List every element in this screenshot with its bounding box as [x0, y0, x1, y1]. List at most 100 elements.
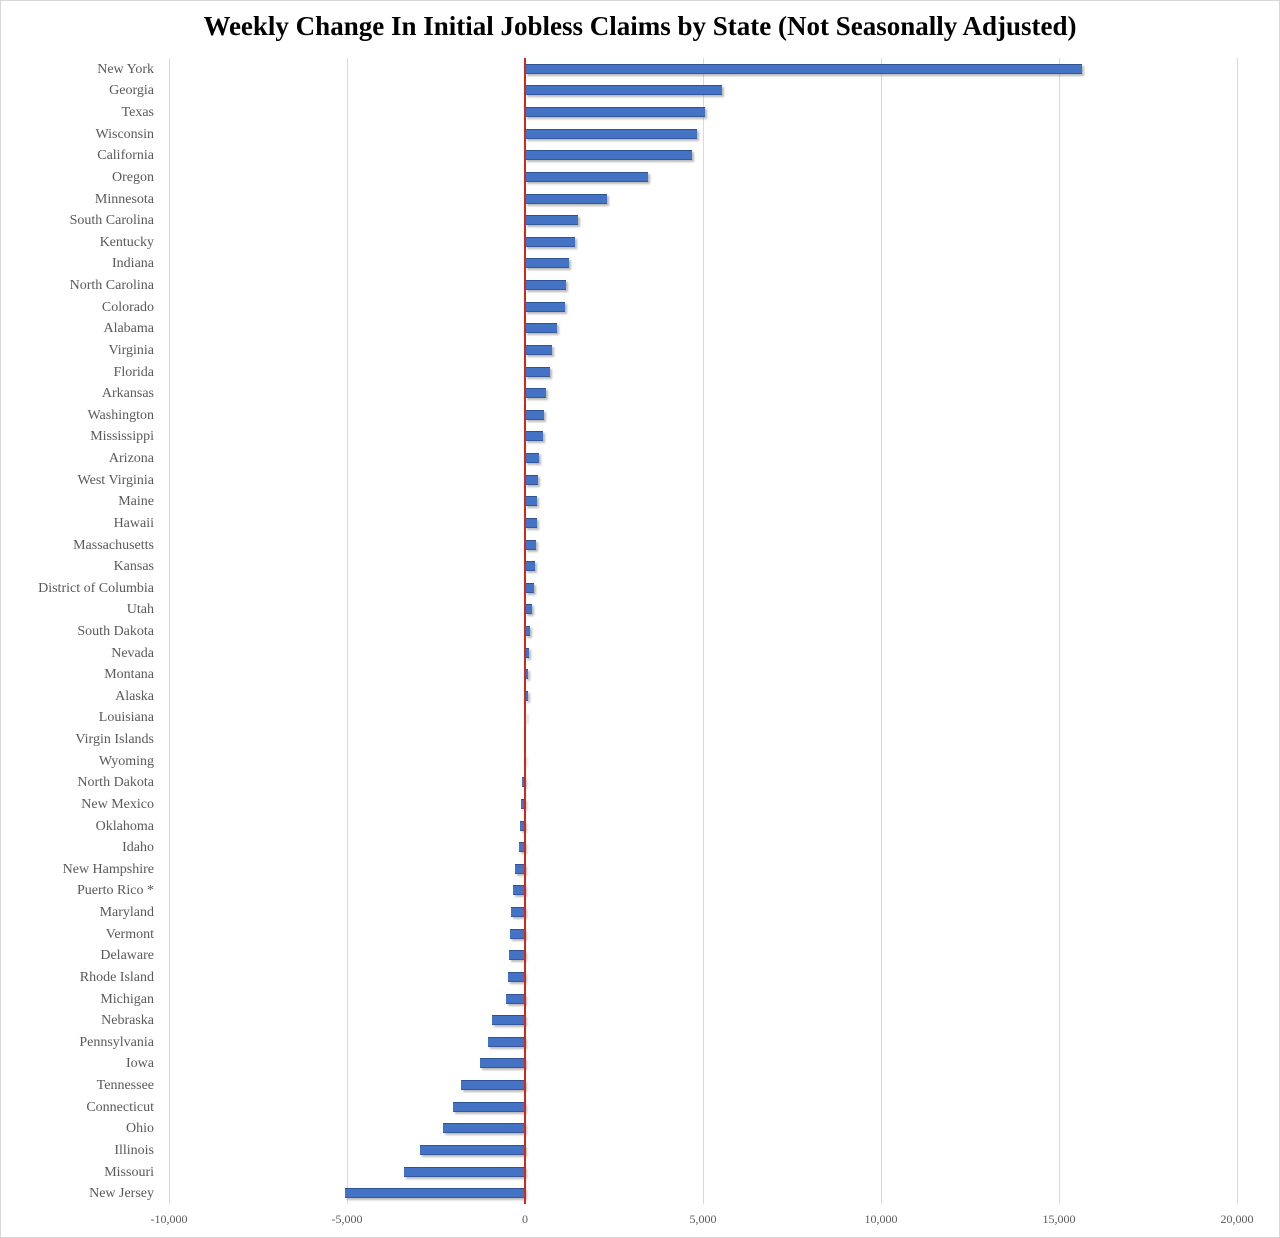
- y-axis-label: Colorado: [101, 299, 154, 315]
- bar-hawaii: [525, 517, 537, 528]
- x-axis-tick-label: 15,000: [1042, 1212, 1076, 1226]
- x-axis-tick-label: 0: [522, 1212, 528, 1226]
- bar-georgia: [525, 85, 722, 96]
- bar-south-dakota: [525, 626, 530, 636]
- bar-maine: [525, 496, 538, 507]
- bar-alaska: [525, 690, 528, 701]
- gridline-20000: [1236, 58, 1238, 1204]
- bar-indiana: [525, 258, 570, 269]
- y-axis-label: Tennessee: [96, 1078, 154, 1094]
- chart-title: Weekly Change In Initial Jobless Claims …: [203, 11, 1077, 41]
- bar-michigan: [506, 993, 525, 1004]
- bar-illinois: [419, 1144, 525, 1155]
- y-axis-label: Pennsylvania: [79, 1034, 154, 1050]
- bar-iowa: [479, 1058, 525, 1069]
- y-axis-label: Mississippi: [90, 429, 154, 445]
- bar-arizona: [525, 453, 540, 464]
- bar-new-jersey: [345, 1188, 525, 1199]
- y-axis-label: Utah: [126, 602, 154, 618]
- y-axis-label: West Virginia: [77, 472, 154, 488]
- y-axis-label: Indiana: [112, 256, 154, 272]
- y-axis-label: Virginia: [108, 342, 154, 358]
- y-axis-label: Delaware: [100, 948, 154, 964]
- y-axis-label: Vermont: [105, 926, 154, 942]
- y-axis-label: Maryland: [99, 905, 154, 921]
- y-axis-label: Kentucky: [99, 234, 154, 250]
- y-axis-label: Ohio: [126, 1121, 154, 1137]
- x-axis-tick-label: 10,000: [864, 1212, 898, 1226]
- zero-reference-line: [524, 58, 526, 1204]
- y-axis-label: South Dakota: [77, 624, 154, 639]
- y-axis-label: New York: [97, 61, 154, 77]
- bar-mississippi: [525, 431, 544, 442]
- bar-new-mexico: [520, 798, 525, 809]
- y-axis-label: Nevada: [111, 645, 154, 661]
- bar-delaware: [509, 950, 525, 961]
- bar-ohio: [443, 1123, 525, 1134]
- gridline-15000: [1058, 58, 1060, 1204]
- y-axis-label: Oklahoma: [95, 818, 154, 834]
- bar-texas: [525, 107, 705, 118]
- bar-nebraska: [491, 1015, 525, 1026]
- bar-new-hampshire: [514, 863, 525, 874]
- bar-idaho: [518, 842, 525, 853]
- x-axis-tick-label: -10,000: [150, 1212, 188, 1226]
- bar-kentucky: [525, 236, 576, 247]
- y-axis-label: Idaho: [122, 840, 154, 856]
- bar-maryland: [511, 907, 525, 918]
- x-axis-tick-label: -5,000: [331, 1212, 363, 1226]
- y-axis-label: New Mexico: [81, 796, 154, 812]
- y-axis-label: Kansas: [113, 559, 154, 575]
- y-axis-label: Iowa: [126, 1056, 154, 1072]
- y-axis-label: Georgia: [109, 83, 154, 99]
- y-axis-label: Michigan: [100, 991, 154, 1007]
- y-axis-label: Rhode Island: [79, 969, 154, 985]
- gridline--5000: [346, 58, 348, 1204]
- bar-oklahoma: [519, 820, 525, 831]
- bar-alabama: [525, 323, 557, 334]
- bar-massachusetts: [525, 539, 536, 550]
- y-axis-label: North Dakota: [77, 775, 154, 791]
- gridline--10000: [168, 58, 170, 1204]
- bar-connecticut: [453, 1101, 525, 1112]
- bar-arkansas: [525, 388, 546, 399]
- bar-nevada: [525, 647, 529, 658]
- bar-north-carolina: [525, 280, 567, 291]
- bar-west-virginia: [525, 474, 539, 485]
- x-axis-tick-label: 5,000: [689, 1212, 717, 1226]
- y-axis-label: Montana: [104, 667, 154, 683]
- bar-rhode-island: [507, 971, 525, 982]
- bar-california: [525, 150, 693, 161]
- bar-puerto-rico: [513, 885, 525, 896]
- y-axis-label: Alabama: [103, 321, 154, 337]
- y-axis-label: Illinois: [114, 1142, 154, 1158]
- y-axis-label: New Hampshire: [62, 861, 154, 877]
- y-axis-label: Washington: [87, 407, 154, 423]
- y-axis-label: Wyoming: [98, 753, 154, 769]
- bar-south-carolina: [525, 215, 578, 226]
- x-axis-tick-label: 20,000: [1220, 1212, 1254, 1226]
- bar-missouri: [403, 1166, 525, 1177]
- y-axis-label: Texas: [121, 105, 154, 121]
- y-axis-label: New Jersey: [89, 1186, 154, 1202]
- y-axis-label: Oregon: [112, 169, 154, 185]
- plot-area: [168, 58, 1238, 1204]
- y-axis-label: Louisiana: [98, 710, 154, 726]
- y-axis-label: Arizona: [108, 451, 154, 467]
- y-axis-label: Wisconsin: [95, 126, 154, 142]
- bar-montana: [525, 669, 529, 680]
- y-axis-label: Hawaii: [113, 515, 154, 531]
- gridline-10000: [880, 58, 882, 1204]
- gridline-5000: [702, 58, 704, 1204]
- bar-vermont: [510, 928, 525, 939]
- y-axis-label: North Carolina: [69, 278, 154, 294]
- bar-virginia: [525, 344, 553, 355]
- y-axis-label: Arkansas: [101, 386, 154, 402]
- bar-north-dakota: [522, 777, 525, 788]
- y-axis-label: California: [97, 148, 154, 164]
- bar-washington: [525, 409, 545, 420]
- y-axis-label: Massachusetts: [73, 537, 154, 553]
- y-axis-label: Puerto Rico *: [77, 883, 154, 899]
- y-axis-label: Missouri: [104, 1164, 154, 1180]
